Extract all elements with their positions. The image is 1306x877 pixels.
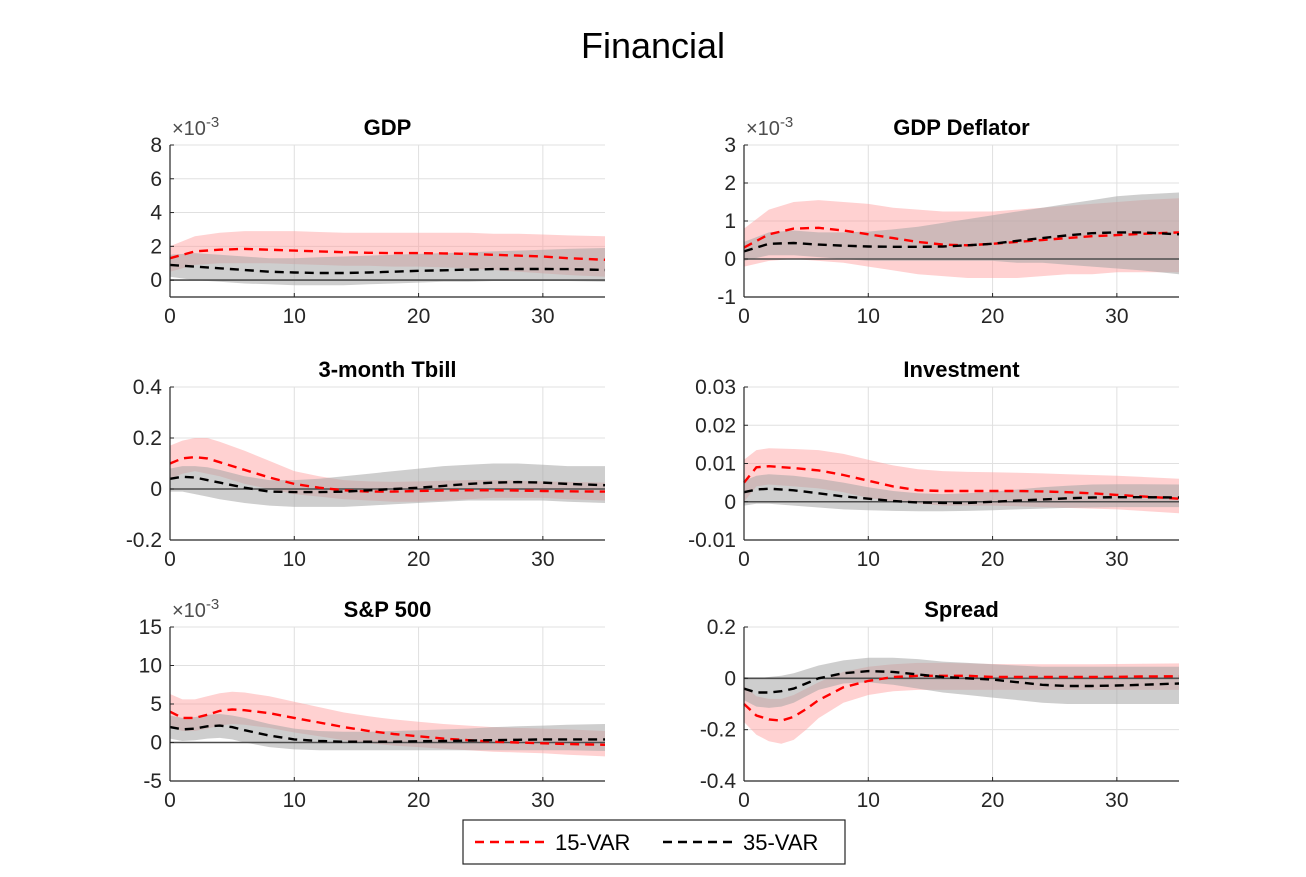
panel-6-ytick-label-1: -0.2 [700,719,736,742]
panel-4-line-35-var [743,487,1180,505]
panel-3: 0 10 20 30-0.200.20.43-month Tbill [126,357,606,571]
panel-3-line-35-var [169,475,606,494]
panel-3-title: 3-month Tbill [318,357,456,382]
panel-3-xtick-label-3: 30 [531,548,554,571]
panel-6-xtick-label-3: 30 [1105,789,1128,812]
panel-3-xtick-label-2: 20 [407,548,430,571]
panel-1-title: GDP [364,115,412,140]
panel-5-xtick-label-0: 0 [164,789,176,812]
panel-1-ytick-label-2: 4 [150,202,162,225]
panel-5-xtick-label-3: 30 [531,789,554,812]
panel-3-xtick-label-0: 0 [164,548,176,571]
panel-3-band-35-var [170,463,605,507]
panel-3-ytick-label-3: 0.4 [133,376,163,399]
panel-2-ytick-label-2: 1 [724,210,736,233]
panel-6-xtick-label-0: 0 [738,789,750,812]
panel-3-plot-area [170,387,605,540]
legend-label-35-var: 35-VAR [743,830,818,855]
panel-4-ytick-label-1: 0 [724,491,736,514]
panel-2-band-35-var [744,192,1179,275]
panel-4-xtick-label-1: 10 [857,548,880,571]
panel-2-ytick-label-0: -1 [717,286,736,309]
panel-5-ytick-label-2: 5 [150,693,162,716]
panel-6-xtick-label-1: 10 [857,789,880,812]
panel-3-line-15-var [169,455,606,493]
panel-5-xtick-label-2: 20 [407,789,430,812]
panel-4-xtick-label-3: 30 [1105,548,1128,571]
panel-5-exponent-power: -3 [206,596,219,613]
panel-5-ytick-label-1: 0 [150,732,162,755]
panel-4-ytick-label-3: 0.02 [695,414,736,437]
panel-1-ytick-label-3: 6 [150,168,162,191]
panel-6-ytick-label-2: 0 [724,667,736,690]
legend: 15-VAR 35-VAR [462,819,846,865]
panel-6-xtick-label-2: 20 [981,789,1004,812]
panel-3-ytick-label-1: 0 [150,478,162,501]
panel-2-ytick-label-4: 3 [724,134,736,157]
panel-5-title: S&P 500 [344,597,432,622]
panel-1-line-15-var [169,247,606,261]
panel-6-ytick-label-3: 0.2 [707,616,736,639]
panel-2-xtick-label-3: 30 [1105,305,1128,328]
panel-1-ytick-label-4: 8 [150,134,162,157]
panel-4-xtick-label-0: 0 [738,548,750,571]
panel-1-xtick-label-1: 10 [283,305,306,328]
panel-3-xtick-label-1: 10 [283,548,306,571]
panel-6-title: Spread [924,597,999,622]
panel-3-ytick-label-0: -0.2 [126,529,162,552]
panel-1-exponent-power: -3 [206,114,219,131]
panel-4-xtick-label-2: 20 [981,548,1004,571]
figure-title: Financial [581,25,725,66]
panel-3-ytick-label-2: 0.2 [133,427,162,450]
panel-4-title: Investment [903,357,1020,382]
panel-4-ytick-label-2: 0.01 [695,453,736,476]
panel-2-xtick-label-1: 10 [857,305,880,328]
panel-1-xtick-label-0: 0 [164,305,176,328]
panel-5-xtick-label-1: 10 [283,789,306,812]
panel-5-ytick-label-3: 10 [139,655,162,678]
panel-4-ytick-label-0: -0.01 [688,529,736,552]
panel-6-ytick-label-0: -0.4 [700,770,737,793]
panel-2-title: GDP Deflator [893,115,1030,140]
legend-label-15-var: 15-VAR [555,830,630,855]
panel-2-ytick-label-1: 0 [724,248,736,271]
panel-1-xtick-label-2: 20 [407,305,430,328]
panel-2-ytick-label-3: 2 [724,172,736,195]
panel-1-ytick-label-0: 0 [150,269,162,292]
panel-1-ytick-label-1: 2 [150,235,162,258]
panel-2-xtick-label-2: 20 [981,305,1004,328]
panel-2-xtick-label-0: 0 [738,305,750,328]
panel-5-ytick-label-0: -5 [143,770,162,793]
panel-1-line-35-var [169,263,606,275]
panel-2-line-35-var [743,231,1180,253]
panel-2-exponent-power: -3 [780,114,793,131]
panel-4-ytick-label-4: 0.03 [695,376,736,399]
panel-1-xtick-label-3: 30 [531,305,554,328]
panel-6: 0 10 20 30 -0.4 -0.2 0 0.2 Spread [700,597,1180,812]
panel-1-band-35-var [170,248,605,286]
panel-5-ytick-label-4: 15 [139,616,162,639]
panel-6-band-35-var [744,657,1179,708]
panel-6-line-15-var [743,674,1180,722]
